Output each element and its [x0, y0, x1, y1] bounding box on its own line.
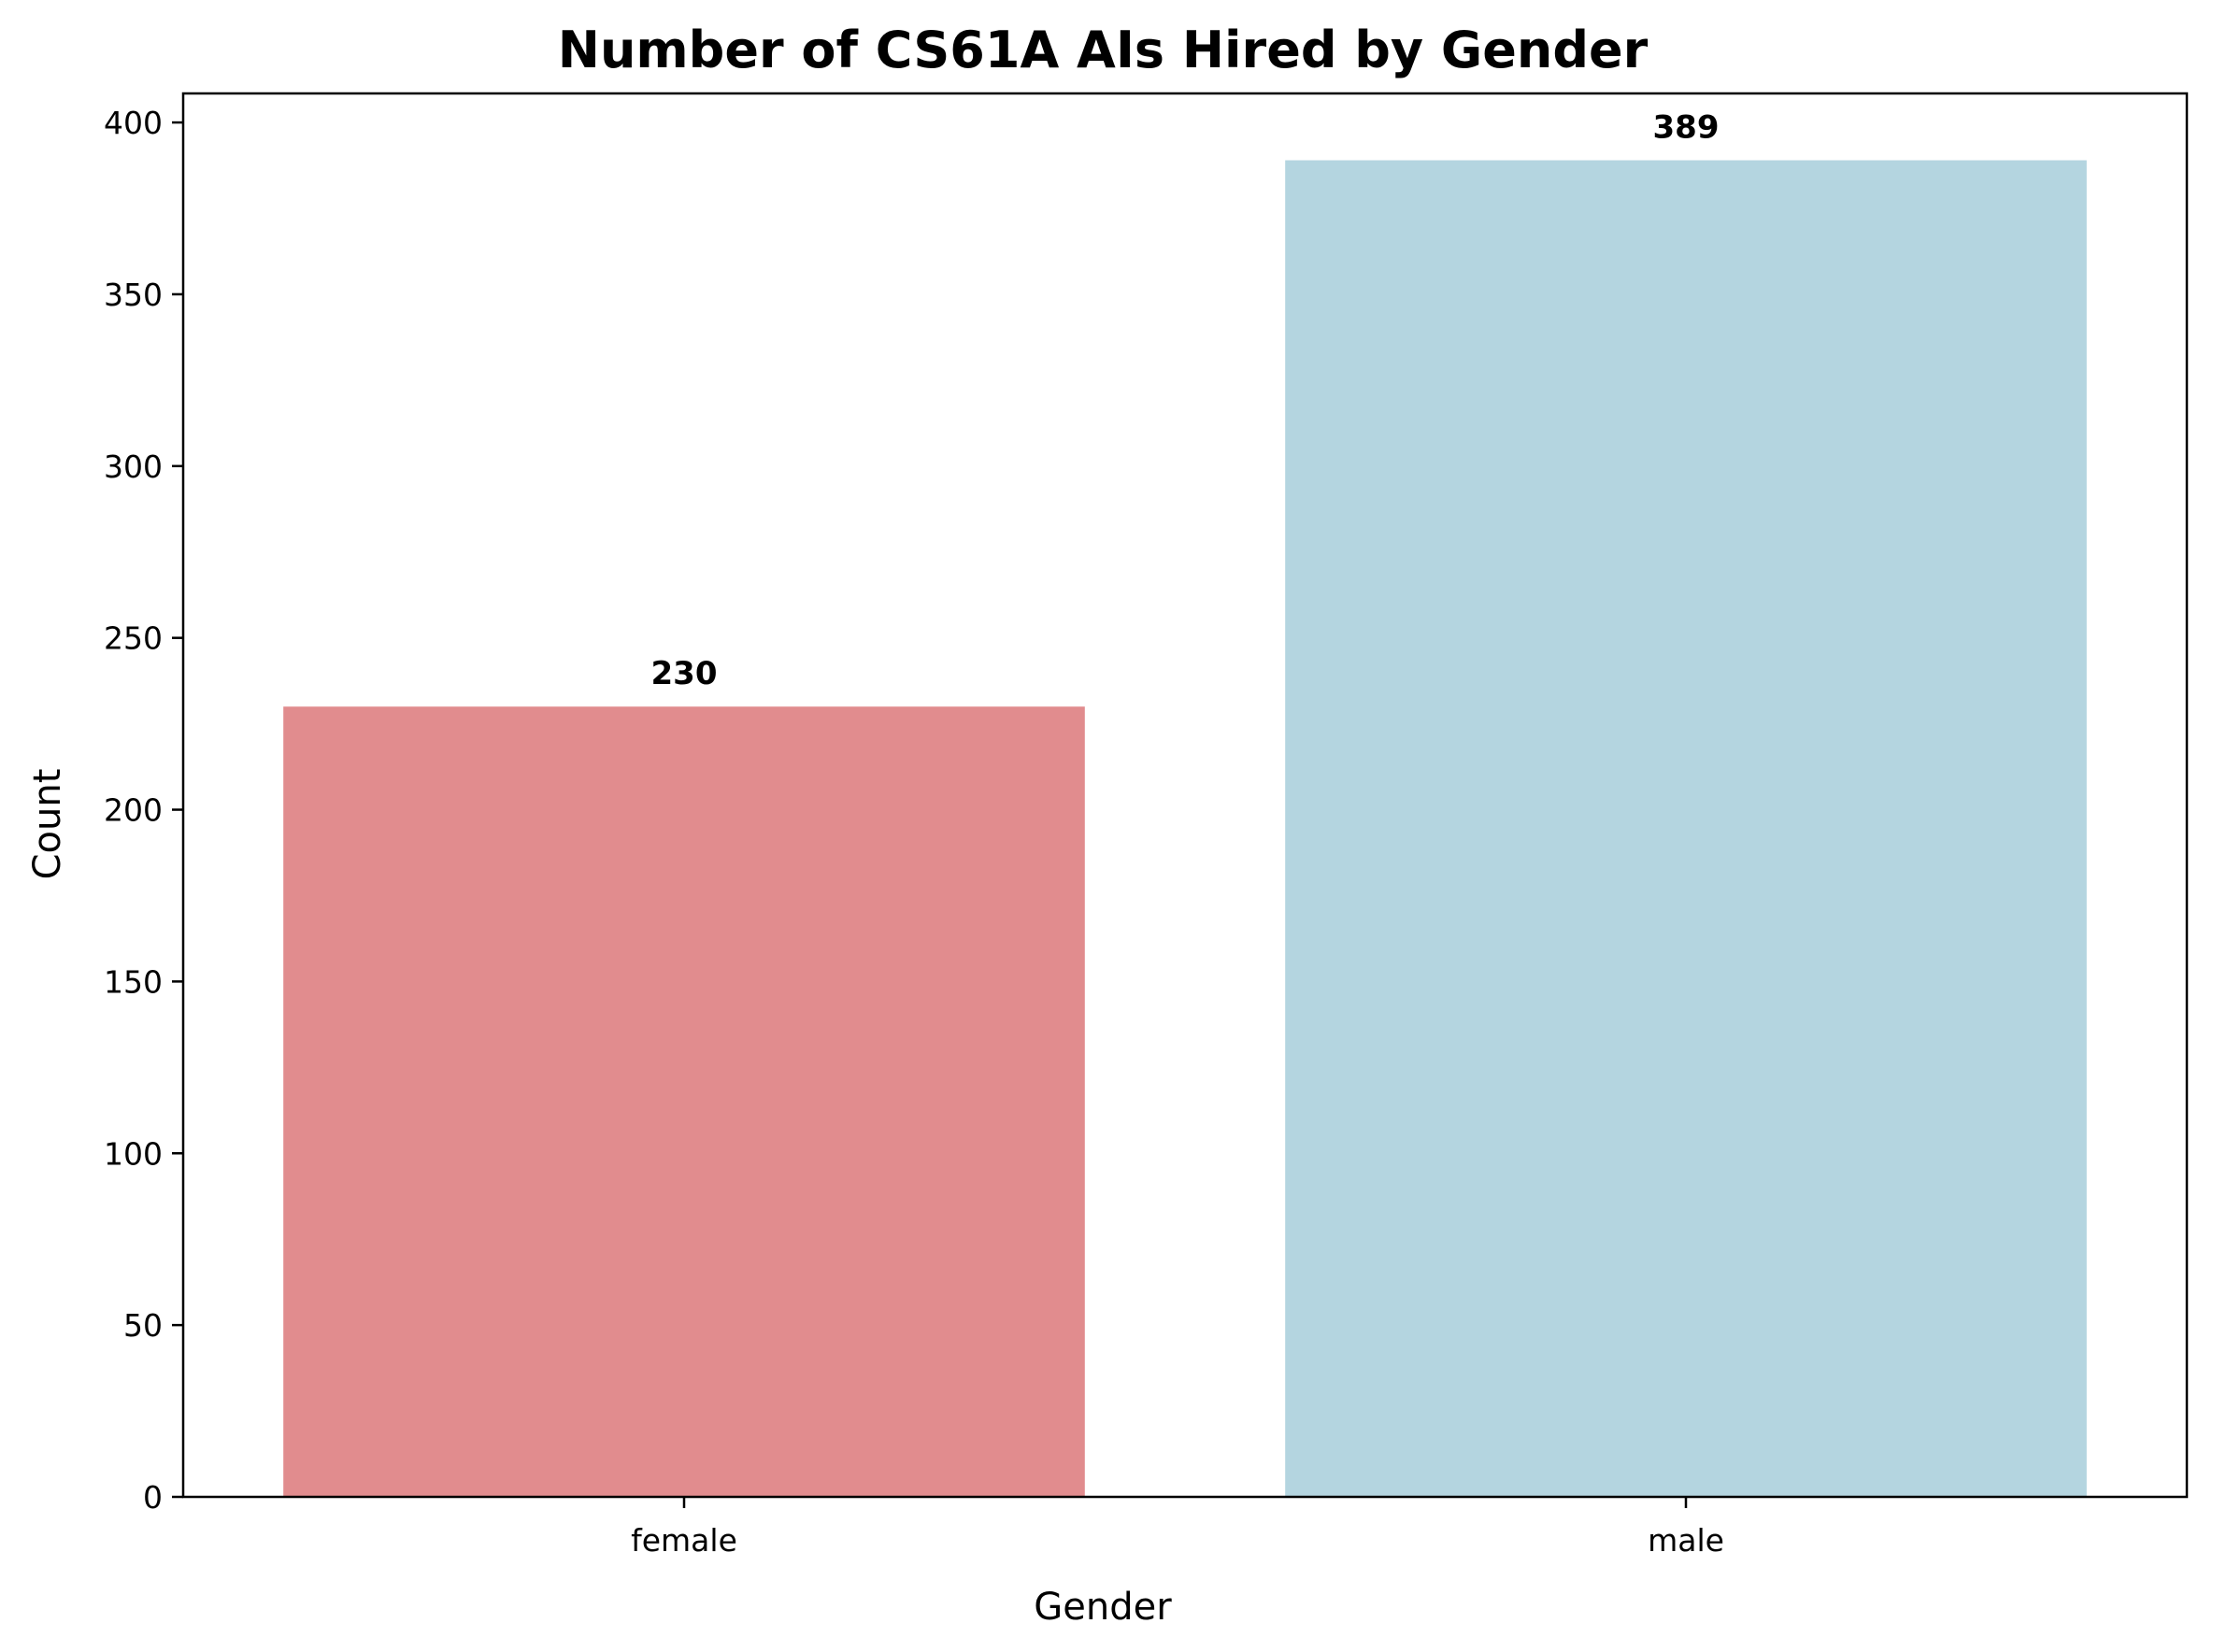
x-tick-label-male: male [1648, 1522, 1724, 1559]
x-tick-label-female: female [631, 1522, 737, 1559]
y-axis-label: Count [26, 769, 69, 880]
data-label-female: 230 [651, 655, 718, 692]
y-tick-label: 50 [123, 1307, 163, 1344]
y-tick-label: 350 [104, 277, 163, 313]
y-tick-label: 150 [104, 963, 163, 1000]
y-tick-label: 250 [104, 620, 163, 657]
bar-female [283, 706, 1085, 1497]
bar-male [1285, 160, 2087, 1497]
y-tick-label: 400 [104, 105, 163, 141]
data-label-male: 389 [1653, 109, 1720, 147]
x-axis-label: Gender [1034, 1586, 1172, 1629]
y-tick-label: 300 [104, 449, 163, 485]
plot-frame [181, 92, 2189, 1499]
chart-title: Number of CS61A AIs Hired by Gender [558, 21, 1649, 79]
y-tick-label: 0 [143, 1479, 163, 1516]
y-tick-label: 100 [104, 1135, 163, 1172]
y-tick-label: 200 [104, 792, 163, 829]
plot-area: 230 389 0 50 100 150 200 250 300 350 400 female male [104, 92, 2189, 1559]
